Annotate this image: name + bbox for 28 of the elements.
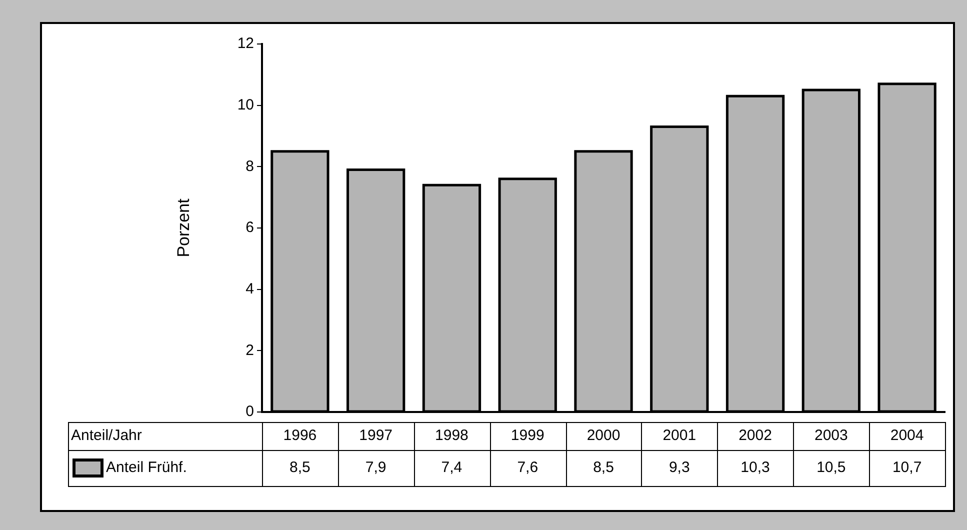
data-label: 9,3 xyxy=(668,459,690,476)
legend-label: Anteil Frühf. xyxy=(106,459,187,476)
x-tick-label: 2003 xyxy=(814,427,848,444)
data-label: 10,7 xyxy=(892,459,922,476)
y-tick-label: 8 xyxy=(246,158,254,175)
x-tick-label: 2001 xyxy=(662,427,696,444)
x-tick-label: 2004 xyxy=(890,427,924,444)
data-label: 8,5 xyxy=(290,459,310,476)
text: Anteil/Jahr xyxy=(71,427,142,444)
x-tick-label: 1996 xyxy=(283,427,317,444)
y-tick-label: 0 xyxy=(246,403,254,420)
x-tick-label: 1997 xyxy=(359,427,393,444)
x-tick-label: 2002 xyxy=(738,427,772,444)
x-tick-label: 1999 xyxy=(510,427,544,444)
x-tick-label: 2000 xyxy=(586,427,620,444)
y-tick-label: 2 xyxy=(246,342,254,359)
data-label: 7,6 xyxy=(517,459,538,476)
data-label: 8,5 xyxy=(593,459,614,476)
y-axis-title: Porzent xyxy=(174,198,193,258)
y-tick-label: 10 xyxy=(237,96,254,114)
x-tick-label: 1998 xyxy=(435,427,468,444)
data-label: 10,3 xyxy=(740,459,770,476)
y-tick-label: 6 xyxy=(246,219,254,236)
data-label: 7,4 xyxy=(441,459,462,476)
y-tick-label: 12 xyxy=(237,35,254,52)
data-label: 7,9 xyxy=(365,459,386,476)
data-label: 10,5 xyxy=(816,459,846,476)
y-tick-label: 4 xyxy=(246,280,254,298)
